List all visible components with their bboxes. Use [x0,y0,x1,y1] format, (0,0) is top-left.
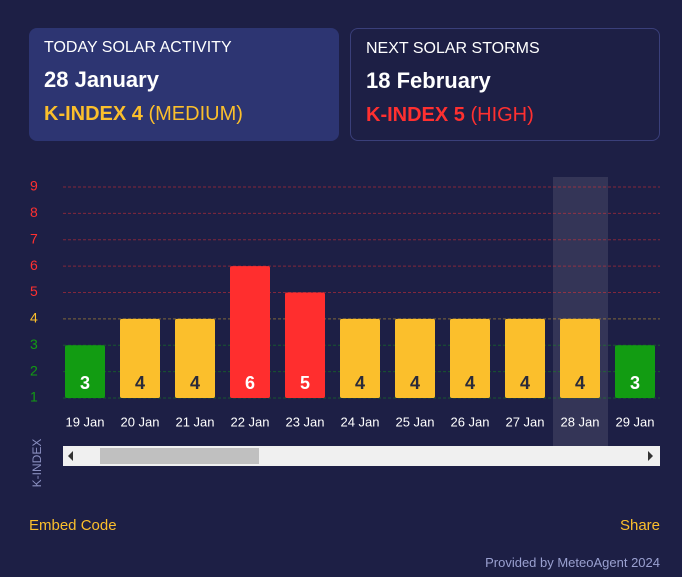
card-heading: TODAY SOLAR ACTIVITY [44,39,232,56]
bar [230,266,270,398]
y-tick-label: 6 [30,257,38,273]
bar [615,345,655,398]
y-tick-label: 7 [30,230,38,246]
x-tick-label: 28 Jan [560,414,599,429]
x-tick-label: 22 Jan [230,414,269,429]
bar-value-label: 4 [135,373,145,393]
bar [560,318,600,398]
highlight-column [553,177,608,447]
bar [65,345,105,398]
x-tick-label: 21 Jan [175,414,214,429]
level: (MEDIUM) [148,103,243,125]
x-tick-label: 25 Jan [395,414,434,429]
bar [450,318,490,398]
bar [505,318,545,398]
bar-value-label: 6 [245,373,255,393]
bar-value-label: 4 [465,373,475,393]
y-tick-label: 2 [30,362,38,378]
bar-value-label: 4 [520,373,530,393]
today-card: TODAY SOLAR ACTIVITY 28 January K-INDEX … [29,28,339,141]
share-link[interactable]: Share [619,517,660,534]
bar [395,318,435,398]
y-tick-label: 5 [30,283,38,299]
card-index: K-INDEX 5 (HIGH) [366,104,644,127]
x-tick-label: 20 Jan [120,414,159,429]
y-axis-label: K-INDEX [30,439,44,488]
credit: Provided by MeteoAgent 2024 [485,555,660,570]
x-tick-label: 27 Jan [505,414,544,429]
card-heading: NEXT SOLAR STORMS [366,40,540,57]
bar-value-label: 5 [300,373,310,393]
scroll-right[interactable] [648,451,653,461]
x-tick-label: 19 Jan [65,414,104,429]
y-tick-label: 3 [30,336,38,352]
y-tick-label: 8 [30,204,38,220]
y-tick-label: 4 [30,310,38,326]
card-date: 28 January [44,67,159,92]
x-tick-label: 23 Jan [285,414,324,429]
x-tick-label: 29 Jan [615,414,654,429]
y-tick-label: 1 [30,389,38,405]
bar [120,318,160,398]
next-card: NEXT SOLAR STORMS 18 February K-INDEX 5 … [350,28,660,141]
x-tick-label: 26 Jan [450,414,489,429]
bar-value-label: 3 [630,373,640,393]
scroll-thumb[interactable] [100,448,259,464]
embed-link[interactable]: Embed Code [29,517,117,534]
level: (HIGH) [470,104,534,126]
scroll-left[interactable] [68,451,73,461]
bar-value-label: 4 [355,373,365,393]
index: K-INDEX 5 [366,104,465,126]
card-date: 18 February [366,68,491,93]
bar-value-label: 3 [80,373,90,393]
bar-value-label: 4 [190,373,200,393]
index: K-INDEX 4 [44,103,143,125]
bar [340,318,380,398]
bar [175,318,215,398]
bar-value-label: 4 [575,373,585,393]
bar-value-label: 4 [410,373,420,393]
x-tick-label: 24 Jan [340,414,379,429]
card-index: K-INDEX 4 (MEDIUM) [44,103,324,126]
bar [285,292,325,398]
y-tick-label: 9 [30,178,38,194]
chart: K-INDEX 1 2 3 4 5 6 7 8 9 19 Jan 3 20 Jan 4 21 Jan 4 22… [30,177,660,488]
